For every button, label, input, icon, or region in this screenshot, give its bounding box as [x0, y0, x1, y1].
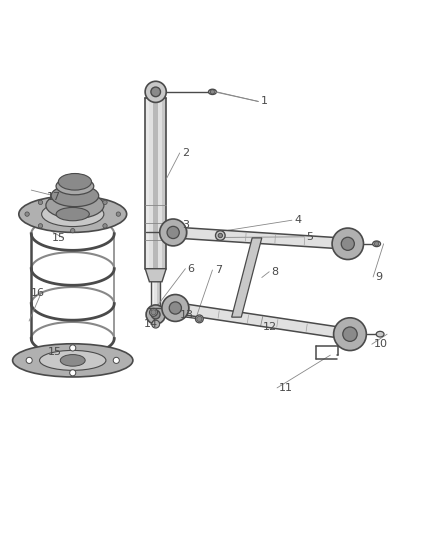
Polygon shape [232, 238, 262, 317]
Ellipse shape [332, 228, 364, 260]
Ellipse shape [151, 87, 160, 96]
Circle shape [113, 357, 119, 364]
Ellipse shape [39, 350, 106, 370]
Polygon shape [145, 269, 166, 282]
Ellipse shape [56, 177, 94, 195]
Polygon shape [151, 282, 160, 312]
Ellipse shape [341, 237, 354, 251]
Ellipse shape [60, 354, 85, 366]
Ellipse shape [145, 82, 166, 102]
Polygon shape [174, 303, 351, 340]
Text: 15: 15 [48, 346, 62, 357]
Text: 5: 5 [306, 232, 313, 242]
Circle shape [116, 212, 120, 216]
Polygon shape [173, 227, 348, 249]
Ellipse shape [376, 332, 384, 337]
Circle shape [374, 241, 379, 246]
Polygon shape [162, 99, 166, 269]
Ellipse shape [46, 192, 104, 219]
Text: 16: 16 [30, 288, 44, 298]
Circle shape [38, 224, 42, 228]
Text: 1: 1 [261, 96, 268, 107]
Circle shape [210, 90, 215, 94]
Circle shape [25, 212, 29, 216]
Circle shape [197, 316, 202, 321]
Polygon shape [151, 282, 153, 312]
Circle shape [151, 310, 156, 315]
Ellipse shape [160, 219, 187, 246]
Circle shape [151, 310, 160, 319]
Circle shape [26, 357, 32, 364]
Polygon shape [157, 282, 160, 312]
Ellipse shape [58, 174, 92, 190]
Circle shape [103, 200, 107, 205]
Ellipse shape [334, 318, 366, 351]
Text: 13: 13 [180, 310, 194, 320]
Ellipse shape [169, 302, 181, 314]
Text: 11: 11 [279, 383, 293, 393]
Circle shape [70, 370, 76, 376]
Ellipse shape [218, 233, 223, 238]
Ellipse shape [167, 227, 179, 239]
Circle shape [71, 229, 75, 233]
Ellipse shape [56, 207, 89, 221]
Text: 15: 15 [52, 233, 66, 243]
Text: 7: 7 [215, 265, 222, 275]
Ellipse shape [19, 196, 127, 232]
Circle shape [71, 195, 75, 200]
Text: 8: 8 [272, 266, 279, 277]
Ellipse shape [215, 231, 225, 240]
Ellipse shape [343, 327, 357, 341]
Ellipse shape [208, 89, 216, 94]
Circle shape [38, 200, 42, 205]
Circle shape [146, 305, 165, 324]
Polygon shape [145, 99, 166, 269]
Polygon shape [145, 99, 149, 269]
Ellipse shape [13, 344, 133, 377]
Ellipse shape [162, 295, 189, 321]
Ellipse shape [42, 201, 104, 227]
Circle shape [103, 224, 107, 228]
Text: 17: 17 [46, 192, 61, 201]
Polygon shape [153, 99, 158, 269]
Ellipse shape [51, 185, 99, 207]
Ellipse shape [150, 309, 157, 316]
Text: 10: 10 [374, 339, 388, 349]
Text: 6: 6 [187, 264, 194, 273]
Circle shape [152, 320, 159, 328]
Text: 12: 12 [263, 322, 277, 332]
Text: 3: 3 [182, 220, 189, 230]
Text: 2: 2 [182, 148, 189, 158]
Ellipse shape [373, 241, 381, 247]
Ellipse shape [195, 315, 203, 323]
Text: 14: 14 [144, 319, 158, 329]
Circle shape [70, 345, 76, 351]
Text: 9: 9 [375, 272, 382, 282]
Text: 4: 4 [294, 215, 301, 225]
